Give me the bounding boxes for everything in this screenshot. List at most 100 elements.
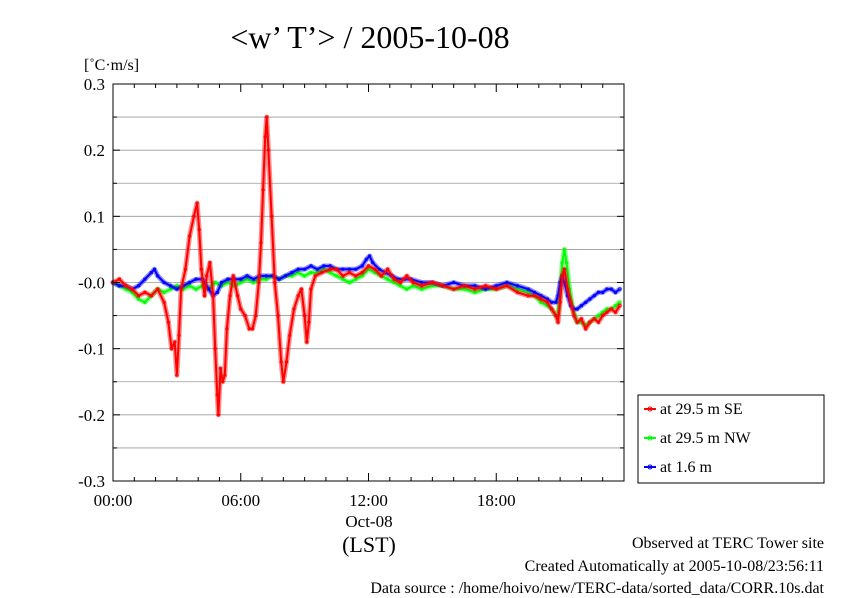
data-point — [483, 287, 488, 291]
data-point — [549, 300, 554, 305]
data-point — [347, 267, 351, 271]
data-point — [592, 317, 596, 321]
data-point — [296, 294, 300, 298]
data-point — [575, 307, 579, 311]
data-point — [371, 261, 375, 265]
data-point — [194, 277, 198, 281]
data-point — [532, 290, 537, 295]
data-point — [558, 300, 562, 305]
data-point — [601, 313, 605, 318]
data-point — [197, 227, 201, 232]
data-point — [392, 280, 396, 285]
data-point — [130, 287, 134, 291]
data-point — [494, 287, 498, 291]
data-point — [213, 347, 217, 351]
data-point — [269, 214, 274, 218]
data-point — [562, 247, 567, 252]
data-point — [564, 261, 569, 265]
data-point — [420, 287, 424, 291]
data-point — [228, 294, 232, 298]
data-point — [462, 287, 466, 291]
data-point — [420, 280, 424, 285]
data-point — [539, 294, 543, 298]
data-point — [235, 294, 240, 298]
data-point — [526, 287, 530, 291]
data-point — [124, 284, 128, 288]
y-axis-label: [˚C·m/s] — [84, 57, 139, 74]
data-point — [360, 270, 364, 275]
data-point — [601, 290, 605, 295]
data-point — [430, 280, 435, 285]
data-point — [367, 254, 372, 258]
data-point — [613, 304, 618, 308]
data-point — [205, 274, 209, 278]
data-point — [202, 294, 207, 298]
data-point — [276, 313, 280, 318]
series-line — [112, 248, 621, 327]
series-line — [112, 255, 621, 310]
data-point — [562, 267, 567, 271]
data-point — [213, 280, 217, 285]
data-point — [173, 340, 177, 344]
data-point — [309, 264, 313, 268]
y-tick-label: -0.1 — [78, 340, 105, 359]
data-point — [279, 360, 283, 364]
data-point — [494, 284, 498, 288]
data-point — [187, 234, 192, 238]
data-point — [328, 264, 332, 268]
data-point — [360, 264, 364, 268]
data-point — [579, 304, 584, 308]
data-point — [143, 300, 147, 305]
data-point — [441, 284, 445, 288]
data-point — [288, 333, 292, 338]
data-point — [526, 290, 530, 295]
x-tick-label: 06:00 — [221, 491, 260, 510]
data-point — [334, 274, 339, 278]
footer-created: Created Automatically at 2005-10-08/23:5… — [524, 558, 824, 575]
data-point — [192, 214, 196, 218]
data-point — [218, 366, 223, 371]
data-point — [302, 313, 307, 318]
y-tick-label: 0.2 — [84, 141, 105, 160]
data-point — [156, 274, 160, 278]
data-point — [322, 264, 326, 268]
data-point — [265, 115, 269, 119]
data-point — [149, 270, 153, 275]
data-point — [226, 280, 230, 285]
y-ticks: 0.3 0.2 0.1 -0.0 -0.1 -0.2 -0.3 — [78, 75, 624, 491]
data-point — [605, 307, 609, 311]
data-point — [130, 290, 134, 295]
data-point — [360, 274, 364, 278]
data-point — [605, 310, 609, 314]
data-point — [386, 267, 390, 271]
data-point — [560, 261, 564, 265]
data-point — [309, 287, 313, 291]
data-point — [613, 310, 618, 314]
data-point — [296, 270, 300, 275]
data-point — [398, 284, 403, 288]
data-point — [277, 277, 281, 281]
data-point — [320, 270, 324, 275]
data-point — [411, 280, 415, 285]
y-tick-label: 0.1 — [84, 207, 105, 226]
data-point — [194, 287, 198, 291]
data-point — [618, 287, 622, 291]
data-point — [354, 274, 358, 278]
data-point — [296, 267, 300, 271]
data-point — [572, 313, 576, 318]
data-point — [473, 290, 477, 295]
y-tick-label: -0.3 — [78, 472, 105, 491]
data-point — [223, 373, 227, 377]
data-point — [299, 287, 304, 291]
data-point — [532, 294, 537, 298]
data-point — [379, 274, 383, 278]
data-point — [251, 280, 256, 285]
data-point — [221, 380, 225, 384]
data-point — [219, 280, 224, 285]
y-tick-label: -0.2 — [78, 406, 105, 425]
data-point — [313, 274, 317, 278]
data-point — [226, 277, 230, 281]
series-band — [110, 114, 623, 418]
legend-marker — [647, 464, 653, 470]
data-point — [207, 287, 211, 291]
